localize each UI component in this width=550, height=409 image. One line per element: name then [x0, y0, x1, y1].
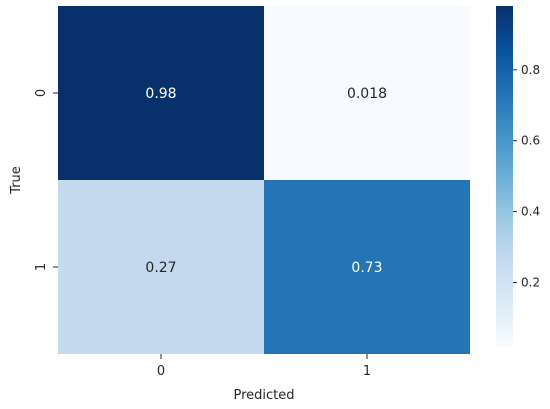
y-axis-ticks: 01 [34, 89, 58, 271]
y-tick-label-1: 1 [34, 263, 49, 271]
heatmap-cell-label-1-1: 0.73 [351, 260, 382, 276]
heatmap-cell-label-0-0: 0.98 [145, 86, 176, 102]
heatmap-cell-0-0 [58, 6, 264, 180]
colorbar-ticks: 0.2 0.4 0.6 0.8 [513, 63, 540, 289]
heatmap-cell-label-0-1: 0.018 [347, 86, 387, 102]
y-tick-label-0: 0 [34, 89, 49, 97]
y-axis-label: True [9, 166, 24, 195]
heatmap-cell-0-1 [264, 6, 470, 180]
colorbar-tick-label-3: 0.8 [521, 63, 540, 77]
heatmap-cell-labels: 0.98 0.018 0.27 0.73 [145, 86, 387, 276]
colorbar-gradient [496, 6, 513, 347]
x-axis-label: Predicted [233, 388, 294, 403]
colorbar-tick-label-1: 0.4 [521, 205, 540, 219]
colorbar: 0.2 0.4 0.6 0.8 [496, 6, 540, 347]
heatmap-cell-1-1 [264, 180, 470, 354]
x-tick-label-0: 0 [157, 364, 165, 379]
colorbar-tick-label-0: 0.2 [521, 275, 540, 289]
x-tick-label-1: 1 [363, 364, 371, 379]
heatmap-cells [58, 6, 470, 354]
colorbar-tick-label-2: 0.6 [521, 134, 540, 148]
heatmap-cell-label-1-0: 0.27 [145, 260, 176, 276]
heatmap-cell-1-0 [58, 180, 264, 354]
